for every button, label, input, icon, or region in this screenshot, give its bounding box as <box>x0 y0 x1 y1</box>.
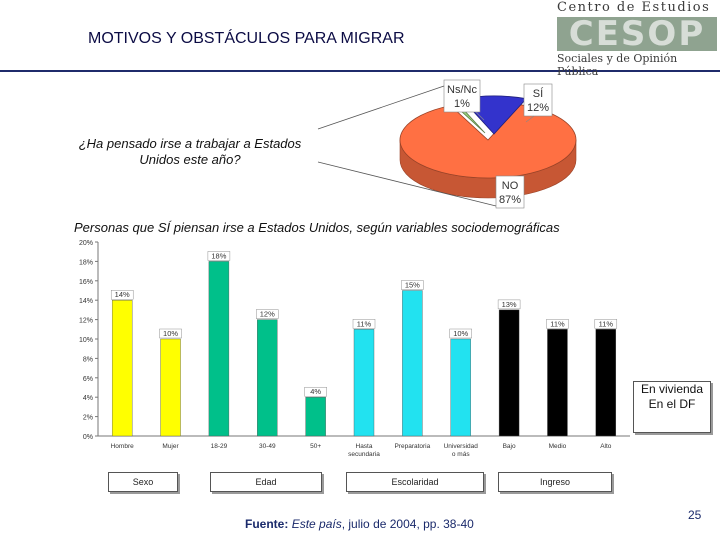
note-line-1: En vivienda <box>640 382 704 396</box>
question-leader-bottom <box>317 161 497 207</box>
bar <box>305 396 326 437</box>
y-tick-label: 2% <box>83 415 93 422</box>
pie-chart: Ns/Nc 1% SÍ 12% NO 87% <box>317 79 577 209</box>
bar-chart: 0% 2% 4% 6% 8% 10% 12% 14% 16% 18% 20% 14% Hombre 10%… <box>79 240 630 458</box>
pie-leader-si <box>525 115 535 123</box>
bar <box>450 338 471 437</box>
bar <box>208 261 230 437</box>
bar-value-box <box>256 309 279 319</box>
title-divider <box>0 70 720 72</box>
source-label: Fuente: <box>245 517 289 531</box>
source-details: , julio de 2004, pp. 38-40 <box>341 517 474 531</box>
bar-value-box <box>546 319 569 329</box>
bar <box>353 329 375 437</box>
pie-callout-nsnc <box>443 79 481 113</box>
group-label-ingreso: Ingreso <box>498 472 612 492</box>
group-label-sexo: Sexo <box>108 472 178 492</box>
bar-value-label: 10% <box>163 329 178 338</box>
y-tick-label: 8% <box>83 356 93 363</box>
x-tick-label: Hasta <box>356 443 373 450</box>
bar-value-label: 11% <box>599 319 614 328</box>
bar <box>111 299 133 437</box>
bar-value-label: 4% <box>310 387 321 396</box>
x-tick-label: Mujer <box>162 443 179 450</box>
bar-chart-title: Personas que SÍ piensan irse a Estados U… <box>74 220 560 235</box>
pie-slice-no <box>399 104 577 179</box>
bar <box>547 329 568 437</box>
question-leader-top <box>317 85 445 130</box>
page-title: MOTIVOS Y OBSTÁCULOS PARA MIGRAR <box>88 30 405 47</box>
pie-callout-si <box>523 83 553 117</box>
x-tick-label: Preparatoria <box>394 443 430 450</box>
pie-value-si: 12% <box>527 102 549 114</box>
pie-value-nsnc: 1% <box>454 98 470 110</box>
group-label-edad: Edad <box>210 472 322 492</box>
x-tick-label: Universidad <box>444 443 479 450</box>
pie-leader-nsnc <box>475 111 485 121</box>
bar-value-label: 11% <box>550 319 565 328</box>
y-tick-label: 4% <box>83 395 93 402</box>
bar-value-label: 11% <box>357 319 372 328</box>
group-label-escolaridad: Escolaridad <box>346 472 484 492</box>
bar <box>257 319 278 437</box>
bar-value-box <box>401 280 424 290</box>
y-tick-label: 10% <box>79 337 93 344</box>
bar <box>498 309 520 437</box>
bar-value-box <box>304 386 327 397</box>
bar <box>160 338 181 437</box>
bar-value-label: 15% <box>405 281 420 290</box>
bar-value-label: 13% <box>502 300 517 309</box>
x-tick-label: o más <box>452 451 470 458</box>
x-tick-label: Medio <box>549 443 567 450</box>
y-tick-label: 0% <box>83 434 93 441</box>
y-tick-label: 12% <box>79 318 93 325</box>
bar-value-box <box>110 290 134 300</box>
logo-top-text: Centro de Estudios <box>557 0 711 15</box>
x-tick-label: 50+ <box>310 443 321 450</box>
pie-callout-no <box>495 175 525 209</box>
pie-value-no: 87% <box>499 194 521 206</box>
y-tick-label: 14% <box>79 298 93 305</box>
y-tick-label: 16% <box>79 279 93 286</box>
source-note: Fuente: Este país, julio de 2004, pp. 38… <box>245 517 474 531</box>
bar-value-box <box>159 328 182 339</box>
x-tick-label: 18-29 <box>211 443 228 450</box>
source-publication: Este país <box>291 517 342 531</box>
logo-mark: CESOP <box>557 14 717 54</box>
survey-question: ¿Ha pensado irse a trabajar a Estados Un… <box>78 136 302 167</box>
bar <box>402 290 423 437</box>
x-tick-label: Hombre <box>111 443 135 450</box>
cesop-logo: Centro de Estudios CESOP Sociales y de O… <box>557 0 717 78</box>
x-tick-label: secundaria <box>348 451 380 458</box>
bar-value-label: 18% <box>211 251 226 260</box>
y-tick-label: 20% <box>79 240 93 247</box>
pie-label-nsnc: Ns/Nc <box>447 84 477 96</box>
bar-value-box <box>497 299 521 310</box>
bar-value-box <box>352 319 376 329</box>
pie-label-si: SÍ <box>533 87 544 100</box>
bar-value-label: 10% <box>453 329 468 338</box>
pie-label-no: NO <box>502 180 519 192</box>
page-number: 25 <box>688 508 702 522</box>
bar <box>595 329 617 437</box>
bar-value-box <box>449 328 472 339</box>
y-tick-label: 18% <box>79 259 93 266</box>
x-tick-label: 30-49 <box>259 443 276 450</box>
x-tick-label: Bajo <box>503 443 516 450</box>
x-tick-label: Alto <box>600 443 612 450</box>
bar-value-box <box>207 251 231 261</box>
bar-value-label: 14% <box>115 290 130 299</box>
y-tick-label: 6% <box>83 376 93 383</box>
note-line-2: En el DF <box>648 397 696 411</box>
note-box: En vivienda En el DF <box>633 381 711 433</box>
logo-bottom-text: Sociales y de Opinión Pública <box>557 52 678 78</box>
bar-value-label: 12% <box>260 310 275 319</box>
bar-value-box <box>594 319 618 329</box>
logo-mark-text: CESOP <box>568 14 706 54</box>
